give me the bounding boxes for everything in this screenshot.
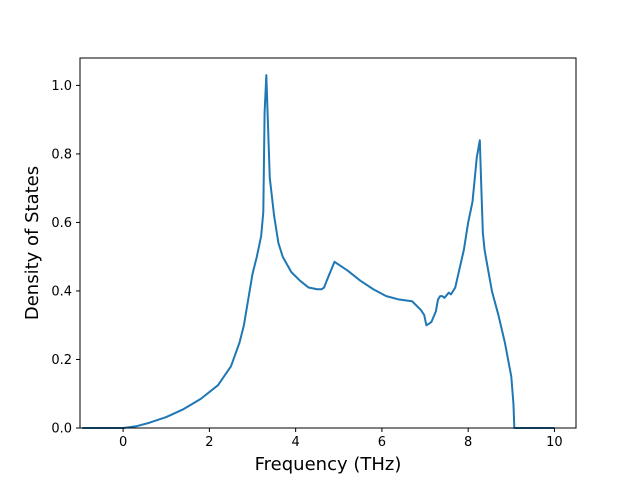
x-tick-label: 10 bbox=[546, 435, 563, 450]
y-tick-label: 0.6 bbox=[51, 216, 72, 231]
series-layer bbox=[82, 74, 555, 429]
x-tick-label: 0 bbox=[119, 435, 127, 450]
x-tick-label: 4 bbox=[292, 435, 300, 450]
x-tick-label: 6 bbox=[378, 435, 386, 450]
y-tick-label: 0.0 bbox=[51, 422, 72, 437]
y-tick-label: 0.2 bbox=[51, 353, 72, 368]
plot-background bbox=[80, 58, 576, 428]
y-tick-label: 1.0 bbox=[51, 79, 72, 94]
x-tick-label: 8 bbox=[464, 435, 472, 450]
x-axis: 0 2 4 6 8 10 bbox=[119, 428, 563, 450]
plot-frame bbox=[79, 57, 577, 429]
series-line-0 bbox=[82, 74, 555, 429]
y-axis: 0.0 0.2 0.4 0.6 0.8 1.0 bbox=[51, 79, 80, 437]
x-tick-label: 2 bbox=[205, 435, 213, 450]
y-tick-label: 0.4 bbox=[51, 284, 72, 299]
y-tick-label: 0.8 bbox=[51, 147, 72, 162]
x-axis-label: Frequency (THz) bbox=[255, 454, 402, 475]
y-axis-label: Density of States bbox=[22, 166, 43, 320]
